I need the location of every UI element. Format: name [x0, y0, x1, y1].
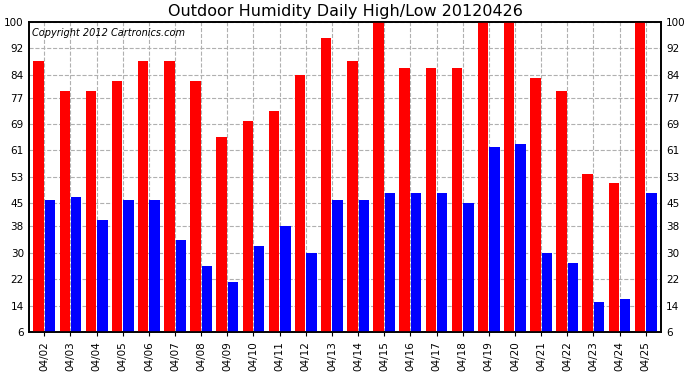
Text: Copyright 2012 Cartronics.com: Copyright 2012 Cartronics.com — [32, 28, 185, 38]
Bar — [373, 22, 384, 332]
Bar — [609, 183, 619, 332]
Bar — [217, 137, 227, 332]
Bar — [515, 144, 526, 332]
Bar — [190, 81, 201, 332]
Bar — [646, 194, 657, 332]
Bar — [489, 147, 500, 332]
Bar — [175, 240, 186, 332]
Bar — [33, 62, 44, 332]
Bar — [112, 81, 122, 332]
Bar — [463, 203, 473, 332]
Bar — [333, 200, 343, 332]
Bar — [280, 226, 290, 332]
Bar — [426, 68, 436, 332]
Bar — [59, 91, 70, 332]
Title: Outdoor Humidity Daily High/Low 20120426: Outdoor Humidity Daily High/Low 20120426 — [168, 4, 522, 19]
Bar — [411, 194, 422, 332]
Bar — [477, 22, 489, 332]
Bar — [437, 194, 448, 332]
Bar — [347, 62, 357, 332]
Bar — [568, 262, 578, 332]
Bar — [242, 121, 253, 332]
Bar — [530, 78, 540, 332]
Bar — [635, 22, 645, 332]
Bar — [321, 38, 331, 332]
Bar — [97, 220, 108, 332]
Bar — [620, 299, 631, 332]
Bar — [150, 200, 160, 332]
Bar — [594, 302, 604, 332]
Bar — [542, 253, 552, 332]
Bar — [45, 200, 55, 332]
Bar — [124, 200, 134, 332]
Bar — [71, 196, 81, 332]
Bar — [254, 246, 264, 332]
Bar — [295, 75, 305, 332]
Bar — [86, 91, 96, 332]
Bar — [452, 68, 462, 332]
Bar — [164, 62, 175, 332]
Bar — [400, 68, 410, 332]
Bar — [268, 111, 279, 332]
Bar — [306, 253, 317, 332]
Bar — [556, 91, 566, 332]
Bar — [504, 22, 515, 332]
Bar — [385, 194, 395, 332]
Bar — [201, 266, 213, 332]
Bar — [228, 282, 238, 332]
Bar — [582, 174, 593, 332]
Bar — [359, 200, 369, 332]
Bar — [138, 62, 148, 332]
